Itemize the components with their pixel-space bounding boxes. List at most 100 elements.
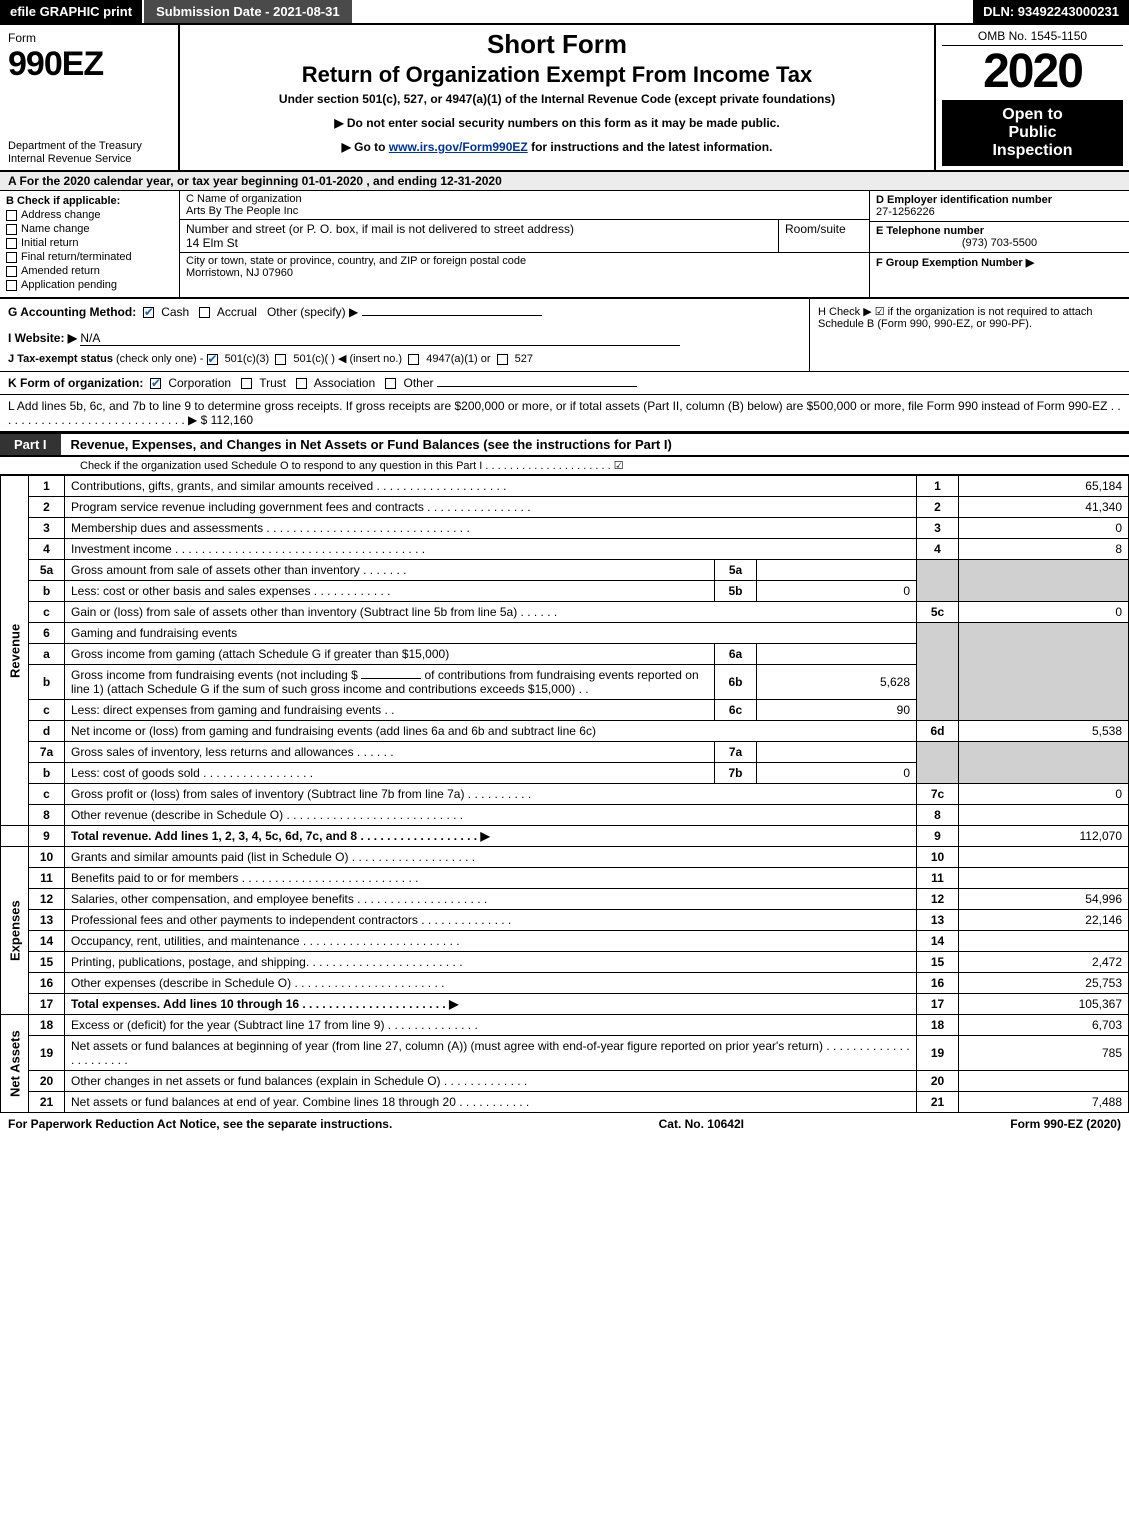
line-10-num: 10	[917, 847, 959, 868]
d-label: D Employer identification number	[876, 194, 1052, 206]
line-7ab-grey	[917, 742, 959, 784]
line-6-grey-amt	[959, 623, 1129, 721]
g-accrual: Accrual	[217, 305, 257, 319]
line-3-no: 3	[29, 518, 65, 539]
line-9-amount: 112,070	[959, 826, 1129, 847]
submission-date-label: Submission Date - 2021-08-31	[142, 0, 352, 23]
line-6-grey	[917, 623, 959, 721]
line-16-amount: 25,753	[959, 973, 1129, 994]
line-14-desc: Occupancy, rent, utilities, and maintena…	[65, 931, 917, 952]
line-7c-num: 7c	[917, 784, 959, 805]
line-6a-desc: Gross income from gaming (attach Schedul…	[65, 644, 715, 665]
check-name-change[interactable]: Name change	[6, 223, 173, 235]
line-12: 12 Salaries, other compensation, and emp…	[1, 889, 1129, 910]
line-6d-amount: 5,538	[959, 721, 1129, 742]
k-label: K Form of organization:	[8, 376, 143, 390]
line-3-desc: Membership dues and assessments . . . . …	[65, 518, 917, 539]
line-9: 9 Total revenue. Add lines 1, 2, 3, 4, 5…	[1, 826, 1129, 847]
dln-label: DLN: 93492243000231	[973, 0, 1129, 23]
check-trust[interactable]	[241, 378, 252, 389]
goto-suffix: for instructions and the latest informat…	[531, 140, 772, 154]
line-5c: c Gain or (loss) from sale of assets oth…	[1, 602, 1129, 623]
check-application-pending[interactable]: Application pending	[6, 279, 173, 291]
check-501c[interactable]	[275, 354, 286, 365]
line-6b-desc-1: Gross income from fundraising events (no…	[71, 668, 361, 682]
line-19-desc: Net assets or fund balances at beginning…	[65, 1036, 917, 1071]
line-4: 4 Investment income . . . . . . . . . . …	[1, 539, 1129, 560]
line-5ab-grey-amt	[959, 560, 1129, 602]
line-6b-amount-field[interactable]	[361, 678, 421, 679]
line-12-desc: Salaries, other compensation, and employ…	[65, 889, 917, 910]
j-527: 527	[515, 353, 533, 365]
check-cash[interactable]	[143, 307, 154, 318]
under-section: Under section 501(c), 527, or 4947(a)(1)…	[190, 92, 924, 106]
check-other-org[interactable]	[385, 378, 396, 389]
tax-exempt-line: J Tax-exempt status (check only one) - 5…	[8, 352, 801, 365]
row-g-h: G Accounting Method: Cash Accrual Other …	[0, 299, 1129, 372]
row-g-i-j: G Accounting Method: Cash Accrual Other …	[0, 299, 809, 371]
line-17-desc: Total expenses. Add lines 10 through 16 …	[65, 994, 917, 1015]
line-3: 3 Membership dues and assessments . . . …	[1, 518, 1129, 539]
netassets-rotated-label: Net Assets	[1, 1015, 29, 1113]
open-l2: Public	[1008, 124, 1056, 141]
line-6b-desc: Gross income from fundraising events (no…	[65, 665, 715, 700]
line-2-desc: Program service revenue including govern…	[65, 497, 917, 518]
line-19-amount: 785	[959, 1036, 1129, 1071]
line-2: 2 Program service revenue including gove…	[1, 497, 1129, 518]
line-7a-sublabel: 7a	[715, 742, 757, 763]
form-header: Form 990EZ Department of the Treasury In…	[0, 25, 1129, 172]
line-8-no: 8	[29, 805, 65, 826]
part-1-title: Revenue, Expenses, and Changes in Net As…	[61, 432, 1129, 457]
check-amended-return[interactable]: Amended return	[6, 265, 173, 277]
j-4947: 4947(a)(1) or	[426, 353, 490, 365]
line-13: 13 Professional fees and other payments …	[1, 910, 1129, 931]
ein-value: 27-1256226	[876, 206, 935, 218]
line-6a-sublabel: 6a	[715, 644, 757, 665]
line-21-desc: Net assets or fund balances at end of ye…	[65, 1092, 917, 1113]
line-6-desc: Gaming and fundraising events	[65, 623, 917, 644]
check-initial-return[interactable]: Initial return	[6, 237, 173, 249]
other-org-field[interactable]	[437, 386, 637, 387]
line-10: Expenses 10 Grants and similar amounts p…	[1, 847, 1129, 868]
j-501c3: 501(c)(3)	[225, 353, 270, 365]
check-address-change[interactable]: Address change	[6, 209, 173, 221]
line-9-no: 9	[29, 826, 65, 847]
check-association[interactable]	[296, 378, 307, 389]
line-13-amount: 22,146	[959, 910, 1129, 931]
dept-line-2: Internal Revenue Service	[8, 153, 132, 165]
footer-left: For Paperwork Reduction Act Notice, see …	[8, 1117, 392, 1131]
line-15: 15 Printing, publications, postage, and …	[1, 952, 1129, 973]
line-4-desc: Investment income . . . . . . . . . . . …	[65, 539, 917, 560]
ssn-warning: ▶ Do not enter social security numbers o…	[190, 116, 924, 130]
header-left: Form 990EZ Department of the Treasury In…	[0, 25, 180, 170]
efile-print-label[interactable]: efile GRAPHIC print	[0, 0, 142, 23]
line-6a-no: a	[29, 644, 65, 665]
check-527[interactable]	[497, 354, 508, 365]
line-3-amount: 0	[959, 518, 1129, 539]
check-corporation[interactable]	[150, 378, 161, 389]
part-1-header: Part I Revenue, Expenses, and Changes in…	[0, 432, 1129, 457]
check-final-return[interactable]: Final return/terminated	[6, 251, 173, 263]
line-13-no: 13	[29, 910, 65, 931]
line-1-amount: 65,184	[959, 476, 1129, 497]
j-note: (check only one) -	[116, 353, 206, 365]
g-cash: Cash	[161, 305, 189, 319]
line-15-num: 15	[917, 952, 959, 973]
line-4-num: 4	[917, 539, 959, 560]
expenses-rotated-label: Expenses	[1, 847, 29, 1015]
j-label: J Tax-exempt status	[8, 353, 113, 365]
irs-link[interactable]: www.irs.gov/Form990EZ	[389, 140, 528, 154]
check-501c3[interactable]	[207, 354, 218, 365]
check-4947[interactable]	[408, 354, 419, 365]
omb-number: OMB No. 1545-1150	[942, 29, 1123, 46]
line-5ab-grey	[917, 560, 959, 602]
other-specify-field[interactable]	[362, 315, 542, 316]
footer-center: Cat. No. 10642I	[659, 1117, 744, 1131]
goto-line: ▶ Go to www.irs.gov/Form990EZ for instru…	[190, 140, 924, 154]
i-label: I Website: ▶	[8, 331, 77, 345]
accounting-method-line: G Accounting Method: Cash Accrual Other …	[8, 305, 801, 319]
check-accrual[interactable]	[199, 307, 210, 318]
info-grid: B Check if applicable: Address change Na…	[0, 191, 1129, 299]
line-17-no: 17	[29, 994, 65, 1015]
line-18-num: 18	[917, 1015, 959, 1036]
